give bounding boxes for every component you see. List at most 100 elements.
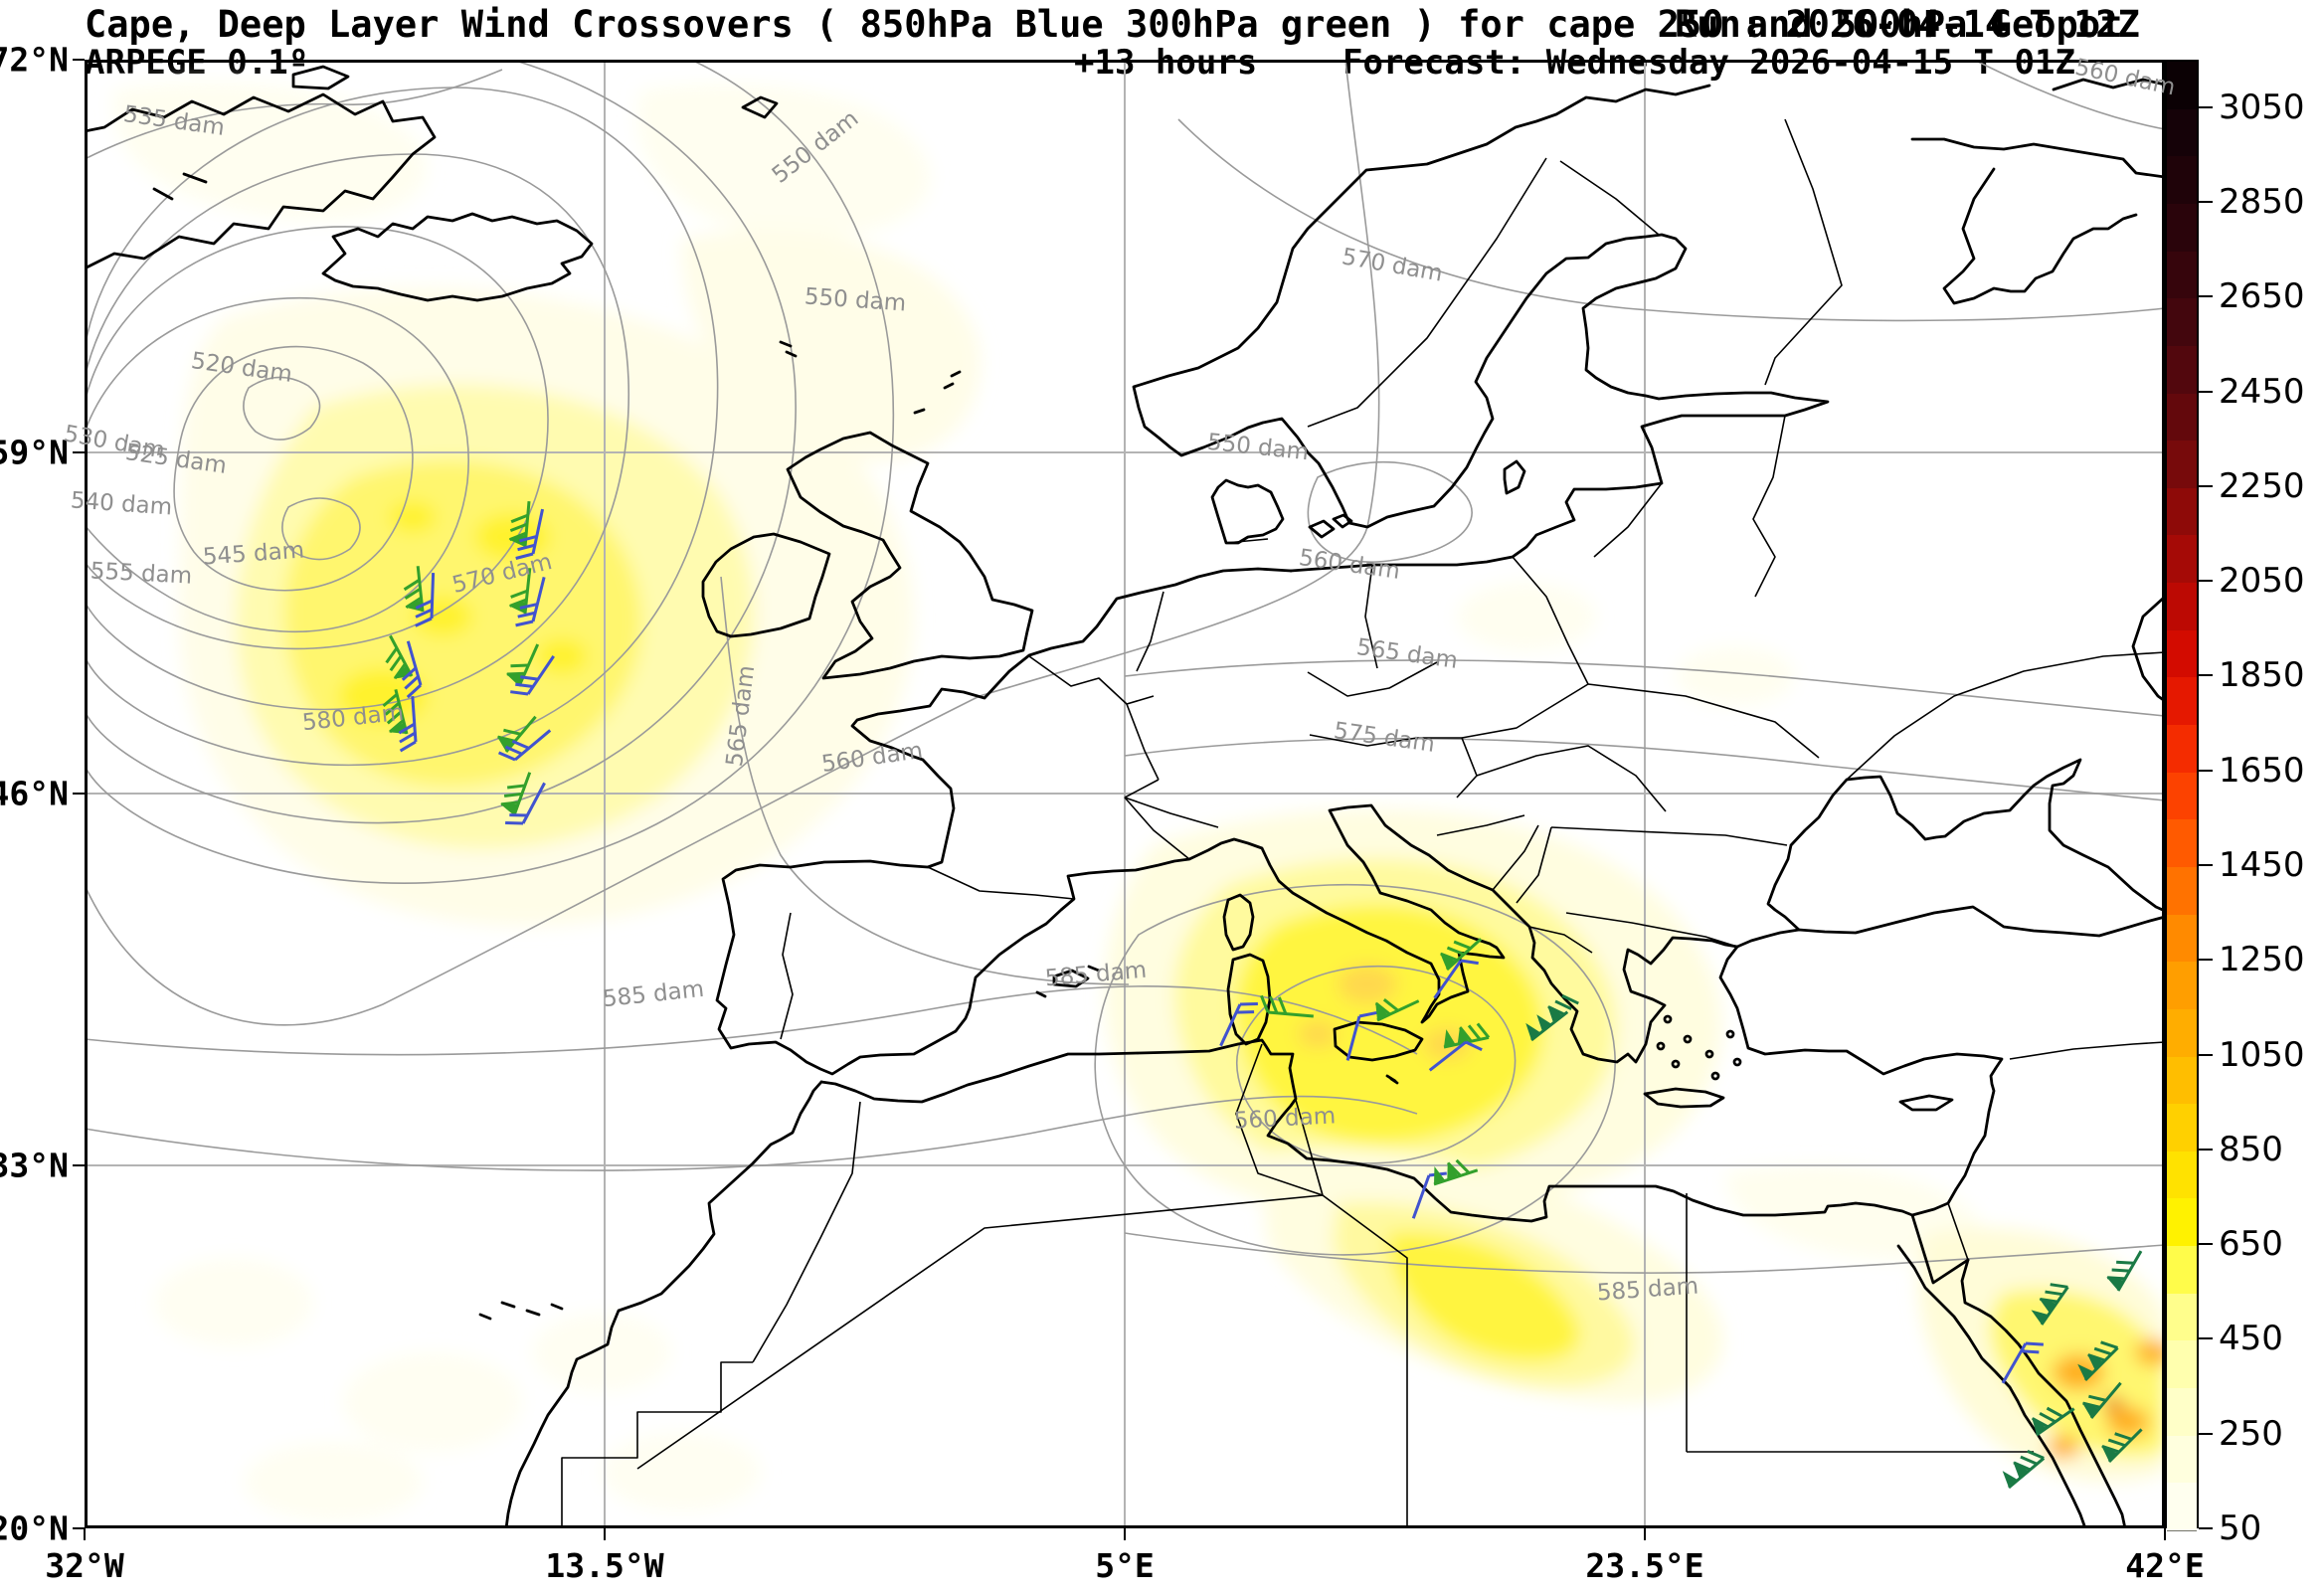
colorbar-cell — [2167, 1056, 2197, 1106]
coastline — [1308, 513, 1353, 539]
lat-axis-tick — [73, 793, 85, 795]
wind-barb — [2031, 1310, 2049, 1325]
coastline — [1710, 1071, 1720, 1081]
geopotential-contours — [85, 60, 2165, 1274]
wind-barb — [389, 654, 403, 672]
wind-barb — [515, 620, 534, 627]
wind-barb — [393, 662, 407, 680]
country-border — [1528, 926, 1593, 954]
cape-shading — [1676, 646, 1795, 706]
country-border — [752, 1101, 861, 1363]
lat-axis-label: 72°N — [0, 40, 69, 80]
geopotential-contour — [1124, 1232, 2165, 1274]
geopotential-contour — [243, 376, 321, 441]
geopotential-contour — [1124, 737, 2165, 801]
coastline — [504, 1080, 823, 1528]
wind-barb — [2100, 1340, 2119, 1349]
wind-barb — [415, 608, 433, 619]
coastline — [478, 1301, 564, 1321]
country-border — [1461, 683, 1589, 739]
coastline — [1656, 1041, 1666, 1051]
colorbar-tick — [2199, 863, 2213, 866]
geopotential-contour — [85, 87, 719, 767]
coastline — [1725, 1029, 1735, 1039]
geopotential-contour — [281, 497, 361, 561]
wind-barb — [506, 671, 525, 676]
cape-shading — [244, 1442, 423, 1521]
wind-barb — [1453, 940, 1472, 950]
country-border — [1364, 564, 1378, 669]
wind-barb — [1345, 1015, 1361, 1061]
country-border — [1846, 651, 2165, 781]
colorbar-cell — [2167, 535, 2197, 585]
wind-barb — [2045, 1290, 2063, 1297]
cape-shading — [343, 1352, 522, 1452]
map-canva — [85, 60, 2165, 1528]
lon-axis-label: 42°E — [2125, 1546, 2205, 1585]
wind-barb — [1460, 959, 1479, 966]
colorbar-cell — [2167, 1198, 2197, 1248]
wind-barb — [430, 572, 436, 620]
country-border — [1587, 683, 1820, 759]
colorbar-tick-label: 1050 — [2219, 1034, 2305, 1075]
wind-barb — [2107, 1276, 2126, 1281]
wind-barb — [505, 673, 524, 686]
country-border — [1752, 415, 1786, 598]
wind-barb — [1440, 953, 1456, 970]
wind-barb — [1374, 1001, 1391, 1016]
coastline — [701, 532, 831, 638]
wind-barb — [509, 522, 528, 533]
wind-barb — [1374, 997, 1420, 1022]
coastline — [1942, 167, 2138, 305]
coastline — [152, 172, 208, 201]
cape-shading — [1235, 904, 1544, 1145]
cape-shading — [681, 230, 981, 462]
coastline — [291, 65, 350, 90]
lat-axis-tick — [73, 59, 85, 61]
wind-barb — [515, 508, 545, 560]
geopotential-contour — [85, 60, 895, 884]
coastline — [1960, 1258, 2127, 1528]
wind-barb — [2101, 1428, 2143, 1464]
cape-shading — [2048, 1435, 2079, 1459]
wind-barb — [511, 739, 530, 750]
wind-barb — [2081, 1402, 2099, 1418]
country-border — [1550, 826, 1788, 846]
map-title: Cape, Deep Layer Wind Crossovers ( 850hP… — [85, 3, 2123, 46]
wind-barb — [1444, 1029, 1456, 1047]
wind-barb — [515, 552, 534, 560]
wind-barb — [1554, 999, 1572, 1010]
coastline — [2052, 78, 2165, 91]
wind-barb — [1433, 1158, 1479, 1186]
wind-barb — [497, 751, 516, 762]
wind-barb — [1260, 994, 1270, 1013]
colorbar-cell — [2167, 1293, 2197, 1342]
geopotential-contour — [173, 345, 414, 592]
geopotential-contour — [1124, 659, 2165, 717]
cape-shading — [1457, 582, 1596, 651]
wind-barb — [2088, 1394, 2107, 1402]
lat-axis-label: 20°N — [0, 1508, 69, 1548]
coastline — [1226, 953, 1272, 1046]
colorbar-cell — [2167, 156, 2197, 205]
wind-barb — [1525, 994, 1579, 1042]
wind-barb — [1467, 1024, 1482, 1041]
wind-barb — [2032, 1417, 2050, 1429]
coastline — [1910, 137, 2165, 179]
wind-barb — [519, 603, 538, 610]
wind-barb — [2093, 1346, 2112, 1356]
wind-barb — [2036, 1407, 2075, 1437]
colorbar-tick-label: 450 — [2219, 1319, 2283, 1359]
wind-barb — [2040, 1297, 2058, 1304]
colorbar-tick — [2199, 200, 2213, 203]
country-border — [1124, 797, 1219, 828]
coastline — [715, 567, 1739, 1076]
coastline — [819, 945, 2004, 1223]
wind-barb — [2046, 1406, 2063, 1418]
lon-axis-tick — [1644, 1528, 1646, 1540]
lon-axis-tick — [84, 1528, 86, 1540]
wind-barb — [2101, 1445, 2118, 1462]
coastline — [1704, 1049, 1714, 1059]
coastline — [1385, 1074, 1399, 1085]
